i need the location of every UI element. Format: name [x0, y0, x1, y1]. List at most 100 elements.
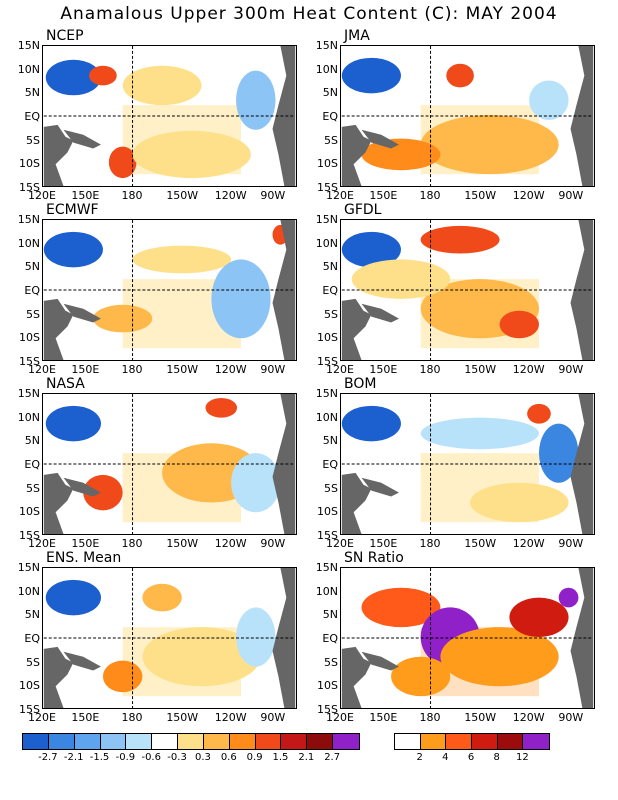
field-blob: [108, 146, 137, 179]
x-tick-label: 120E: [28, 363, 56, 376]
field-blob: [231, 453, 281, 513]
x-tick-label: 90W: [260, 363, 286, 376]
x-tick-label: 120E: [326, 363, 354, 376]
field-blob: [420, 115, 559, 175]
panel-title: NCEP: [44, 28, 86, 44]
land-west: [43, 472, 74, 534]
y-tick-label: 5N: [24, 434, 40, 448]
y-tick-label: EQ: [322, 632, 338, 645]
y-tick-label: 5S: [324, 133, 338, 147]
x-tick-label: 120W: [512, 363, 545, 376]
land-americas: [570, 394, 594, 534]
land-west: [43, 646, 74, 708]
x-tick-label: 150E: [369, 711, 398, 724]
field-blob: [440, 627, 559, 687]
y-tick-label: 5S: [26, 481, 40, 495]
colorbar-label: 8: [493, 752, 500, 763]
map-panel-ens-mean: ENS. Mean 15N 10N 5N EQ 5S 10S 15S 120E 150E 180 15…: [18, 550, 297, 724]
x-tick-label: 90W: [260, 537, 286, 550]
colorbar-label: 2.7: [324, 752, 341, 763]
anomaly-field: [340, 567, 595, 709]
x-tick-label: 120W: [512, 537, 545, 550]
y-tick-label: 5S: [324, 655, 338, 669]
x-tick-label: 120E: [28, 189, 56, 202]
x-tick-label: 180: [121, 537, 143, 550]
x-tick-label: 120E: [28, 711, 56, 724]
y-tick-label: 10S: [19, 679, 40, 693]
colorbar-label: -1.5: [89, 752, 110, 763]
anomaly-field: [340, 45, 595, 187]
land-americas: [570, 220, 594, 360]
field-blob: [102, 660, 143, 693]
anomaly-field: [42, 393, 297, 535]
colorbar-label: 2: [416, 752, 423, 763]
x-tick-label: 180: [121, 363, 143, 376]
x-tick-label: 150E: [369, 189, 398, 202]
field-blob: [205, 397, 238, 418]
colorbar-label: 12: [515, 752, 529, 763]
colorbar-swatch: [497, 734, 524, 749]
x-tick-label: 150E: [369, 537, 398, 550]
land-new-guinea: [63, 651, 101, 671]
colorbar-swatch: [100, 734, 127, 749]
x-tick-label: 180: [419, 189, 441, 202]
anomaly-field: [42, 567, 297, 709]
x-tick-label: 150W: [166, 189, 199, 202]
colorbar-label: -2.1: [63, 752, 84, 763]
field-blob: [499, 310, 539, 339]
x-tick-label: 150W: [464, 363, 497, 376]
y-tick-label: 5S: [26, 655, 40, 669]
x-tick-label: 120E: [326, 189, 354, 202]
colorbar-label: 2.1: [298, 752, 315, 763]
figure-title: Anamalous Upper 300m Heat Content (C): M…: [60, 4, 558, 24]
panel-title: ENS. Mean: [44, 550, 124, 566]
colorbar-swatch: [255, 734, 282, 749]
land-new-guinea: [361, 129, 399, 149]
x-tick-label: 120E: [28, 537, 56, 550]
x-tick-label: 150W: [464, 711, 497, 724]
field-blob: [469, 482, 569, 523]
land-west: [43, 298, 74, 360]
map-panel-ncep: NCEP 15N 10N 5N EQ 5S 10S 15S 120E 150E 180 150W 120…: [18, 28, 297, 202]
colorbar-swatch: [48, 734, 75, 749]
colorbar-label: -0.3: [167, 752, 187, 763]
colorbar-label: -0.9: [115, 752, 136, 763]
x-tick-label: 150E: [369, 363, 398, 376]
y-tick-label: 10S: [317, 679, 338, 693]
y-tick-label: 5S: [26, 133, 40, 147]
map-panel-bom: BOM 15N 10N 5N EQ 5S 10S 15S 120E 150E 180 150W 120W…: [316, 376, 595, 550]
colorbar-label: 6: [467, 752, 475, 763]
x-tick-label: 90W: [558, 711, 584, 724]
y-tick-label: 10N: [315, 410, 338, 424]
map-panel-sn-ratio: SN Ratio 15N 10N 5N EQ 5S 10S 15S 120E 150E 180 150…: [316, 550, 595, 724]
x-tick-label: 180: [121, 189, 143, 202]
y-tick-label: 10S: [19, 157, 40, 171]
y-tick-label: 15N: [17, 213, 40, 226]
field-blob: [527, 403, 551, 424]
y-tick-label: 10N: [315, 62, 338, 76]
field-blob: [341, 231, 401, 268]
x-tick-label: 120W: [214, 537, 247, 550]
y-tick-label: 15S: [19, 703, 40, 716]
y-tick-label: 5N: [24, 608, 40, 622]
colorbar-swatch: [178, 734, 204, 749]
land-americas: [570, 568, 594, 708]
y-tick-label: EQ: [24, 632, 40, 645]
x-tick-label: 120W: [512, 189, 545, 202]
map-panel-gfdl: GFDL 15N 10N 5N EQ 5S 10S 15S 120E 150E 180 150W 120…: [316, 202, 595, 376]
field-blob: [45, 405, 101, 442]
field-blob: [361, 587, 441, 628]
field-blob: [142, 583, 182, 612]
panel-title: BOM: [342, 376, 379, 392]
y-tick-label: 15S: [19, 355, 40, 368]
colorbar-swatch: [152, 734, 179, 749]
field-blob: [446, 63, 474, 88]
y-tick-label: EQ: [24, 458, 40, 471]
y-tick-label: 5S: [26, 307, 40, 321]
x-tick-label: 120W: [214, 189, 247, 202]
y-tick-label: 10S: [317, 505, 338, 519]
y-tick-label: 15N: [315, 387, 338, 400]
field-blob: [93, 304, 153, 333]
field-blob: [341, 405, 401, 442]
field-blob: [509, 597, 569, 638]
